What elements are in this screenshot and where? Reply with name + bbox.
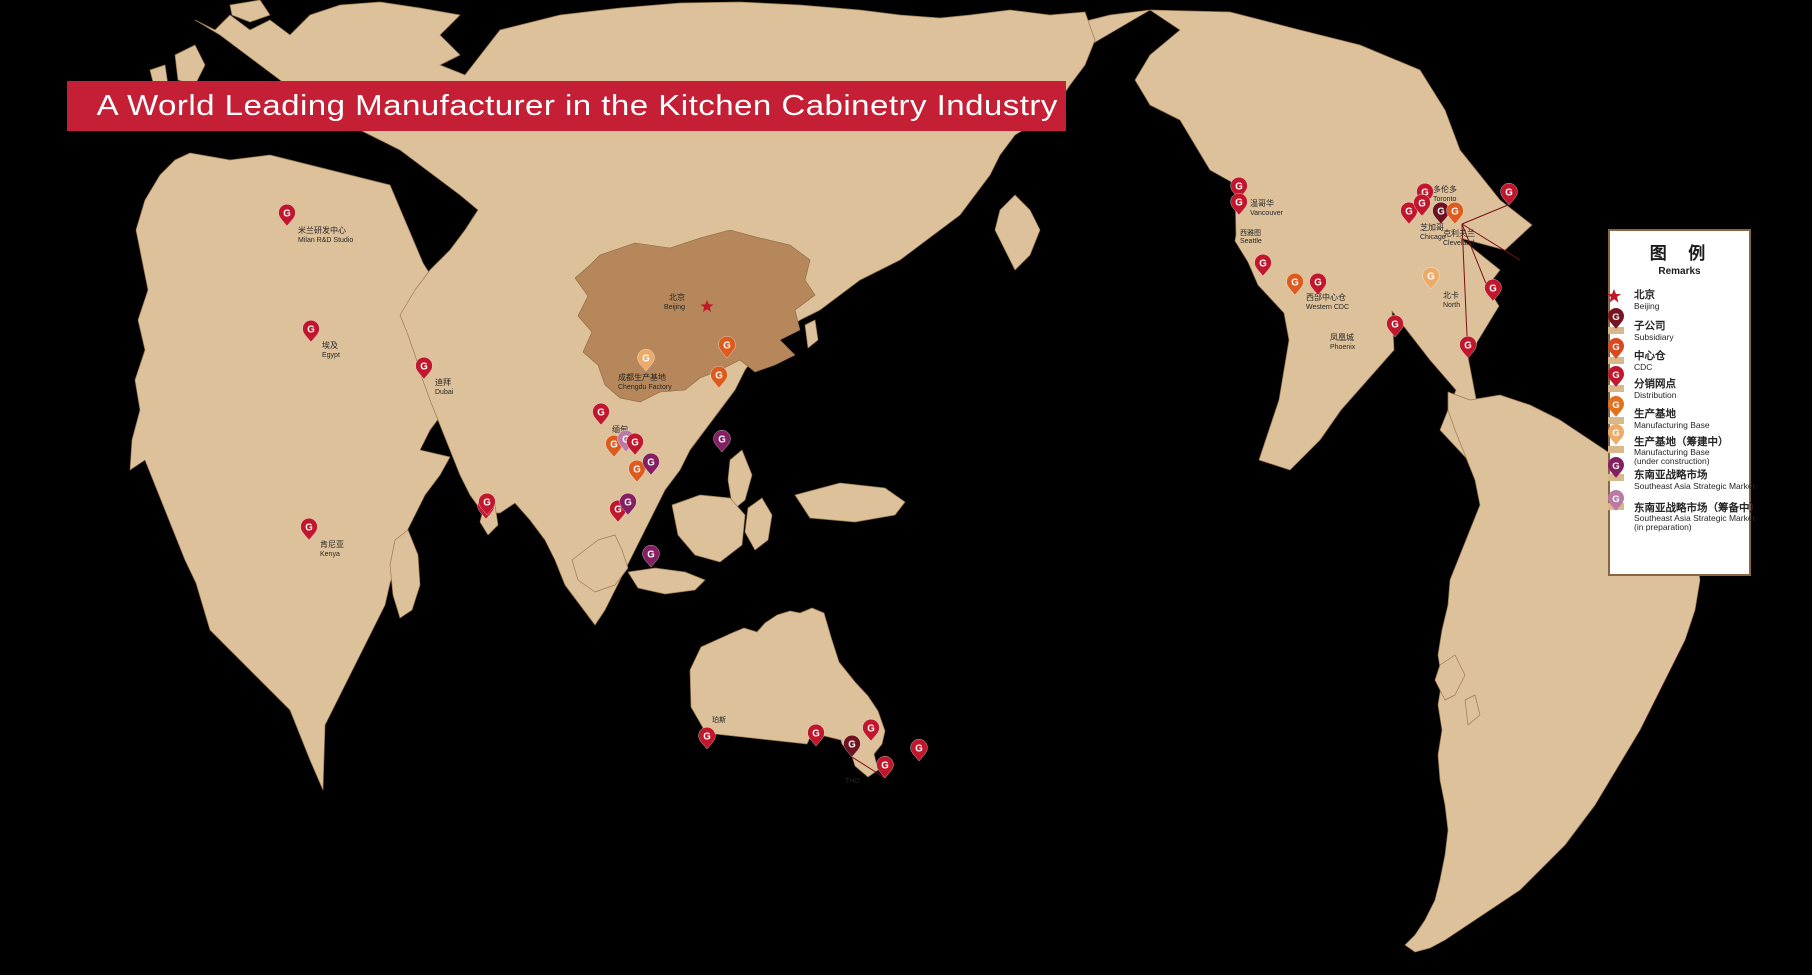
svg-text:G: G bbox=[915, 743, 923, 754]
svg-text:G: G bbox=[703, 731, 711, 742]
svg-text:G: G bbox=[642, 353, 650, 364]
svg-text:G: G bbox=[633, 464, 641, 475]
svg-text:G: G bbox=[631, 437, 639, 448]
svg-text:G: G bbox=[1451, 206, 1459, 217]
svg-text:G: G bbox=[610, 439, 618, 450]
svg-text:G: G bbox=[1391, 319, 1399, 330]
svg-text:G: G bbox=[1505, 187, 1513, 198]
svg-text:G: G bbox=[283, 208, 291, 219]
svg-text:G: G bbox=[1291, 277, 1299, 288]
svg-text:G: G bbox=[1427, 271, 1435, 282]
svg-text:G: G bbox=[1235, 197, 1243, 208]
svg-text:G: G bbox=[305, 522, 313, 533]
svg-text:G: G bbox=[723, 340, 731, 351]
svg-text:G: G bbox=[1259, 258, 1267, 269]
svg-text:G: G bbox=[848, 739, 856, 750]
svg-text:G: G bbox=[614, 504, 622, 515]
svg-text:G: G bbox=[647, 457, 655, 468]
svg-text:G: G bbox=[1314, 277, 1322, 288]
svg-text:G: G bbox=[715, 370, 723, 381]
svg-text:G: G bbox=[483, 497, 491, 508]
svg-text:G: G bbox=[420, 361, 428, 372]
svg-text:G: G bbox=[307, 324, 315, 335]
svg-text:G: G bbox=[1464, 340, 1472, 351]
svg-text:G: G bbox=[1418, 198, 1426, 209]
svg-text:G: G bbox=[881, 760, 889, 771]
svg-text:G: G bbox=[718, 434, 726, 445]
svg-text:G: G bbox=[812, 728, 820, 739]
svg-text:G: G bbox=[1489, 283, 1497, 294]
svg-text:G: G bbox=[1405, 206, 1413, 217]
svg-text:G: G bbox=[647, 549, 655, 560]
svg-text:G: G bbox=[1235, 181, 1243, 192]
svg-text:G: G bbox=[867, 723, 875, 734]
svg-text:G: G bbox=[1437, 206, 1445, 217]
svg-text:G: G bbox=[597, 407, 605, 418]
svg-text:G: G bbox=[624, 497, 632, 508]
